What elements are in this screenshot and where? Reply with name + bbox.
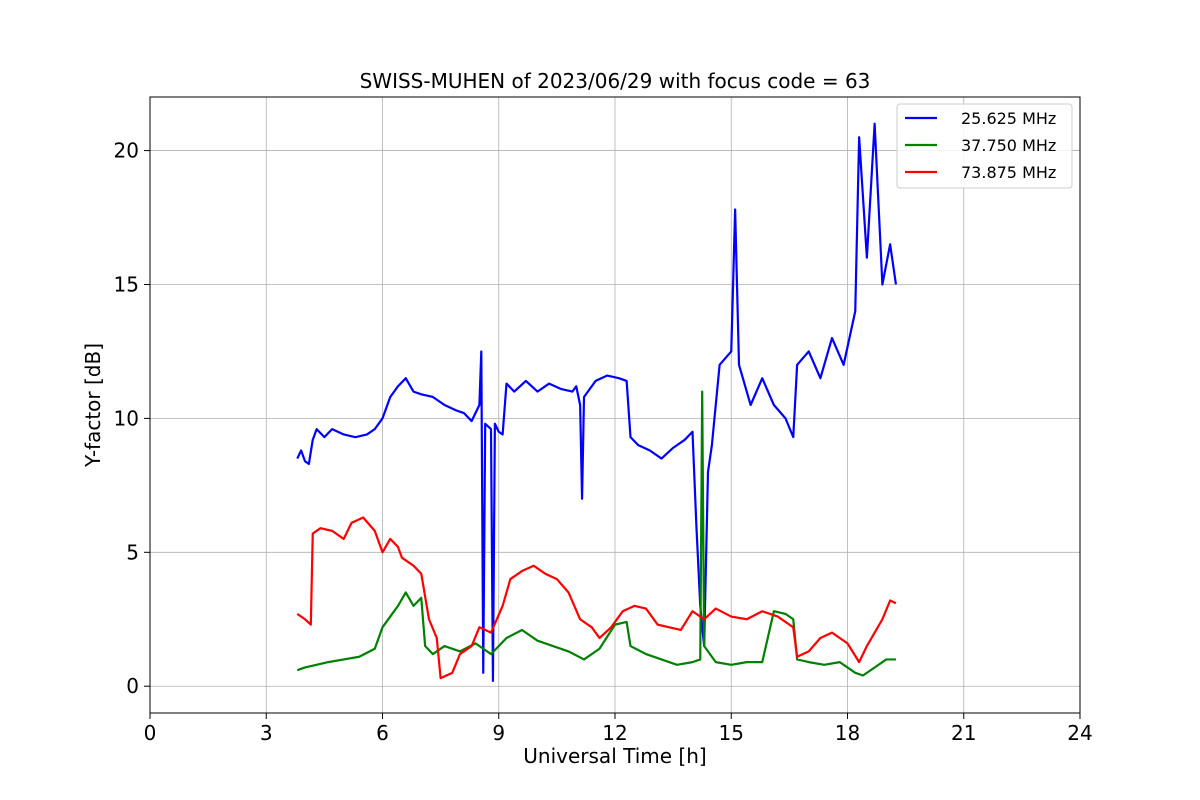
legend-label-3: 73.875 MHz: [961, 163, 1056, 182]
x-tick-label: 12: [602, 721, 627, 745]
x-axis-label: Universal Time [h]: [523, 744, 706, 768]
y-tick-label: 20: [114, 139, 139, 163]
y-tick-label: 0: [126, 674, 139, 698]
series-line-1: [296, 122, 898, 682]
y-axis-label: Y-factor [dB]: [81, 343, 105, 468]
legend-label-2: 37.750 MHz: [961, 136, 1056, 155]
x-tick-label: 18: [835, 721, 860, 745]
x-tick-label: 3: [260, 721, 273, 745]
series-line-3: [296, 516, 897, 680]
y-tick-label: 15: [114, 272, 139, 296]
y-tick-label: 10: [114, 406, 139, 430]
x-tick-label: 9: [492, 721, 505, 745]
legend-label-1: 25.625 MHz: [961, 109, 1056, 128]
y-tick-label: 5: [126, 540, 139, 564]
chart-title: SWISS-MUHEN of 2023/06/29 with focus cod…: [360, 69, 871, 93]
x-tick-label: 24: [1067, 721, 1092, 745]
plot-area: [296, 122, 898, 682]
x-tick-label: 21: [951, 721, 976, 745]
x-tick-label: 0: [144, 721, 157, 745]
legend-box: [896, 103, 1073, 189]
x-tick-label: 15: [719, 721, 744, 745]
x-tick-label: 6: [376, 721, 389, 745]
axes: 0 3 6 9 12 15 18 21 24 0 5 10 15 20: [114, 96, 1093, 745]
legend: 25.625 MHz 37.750 MHz 73.875 MHz: [896, 103, 1073, 189]
